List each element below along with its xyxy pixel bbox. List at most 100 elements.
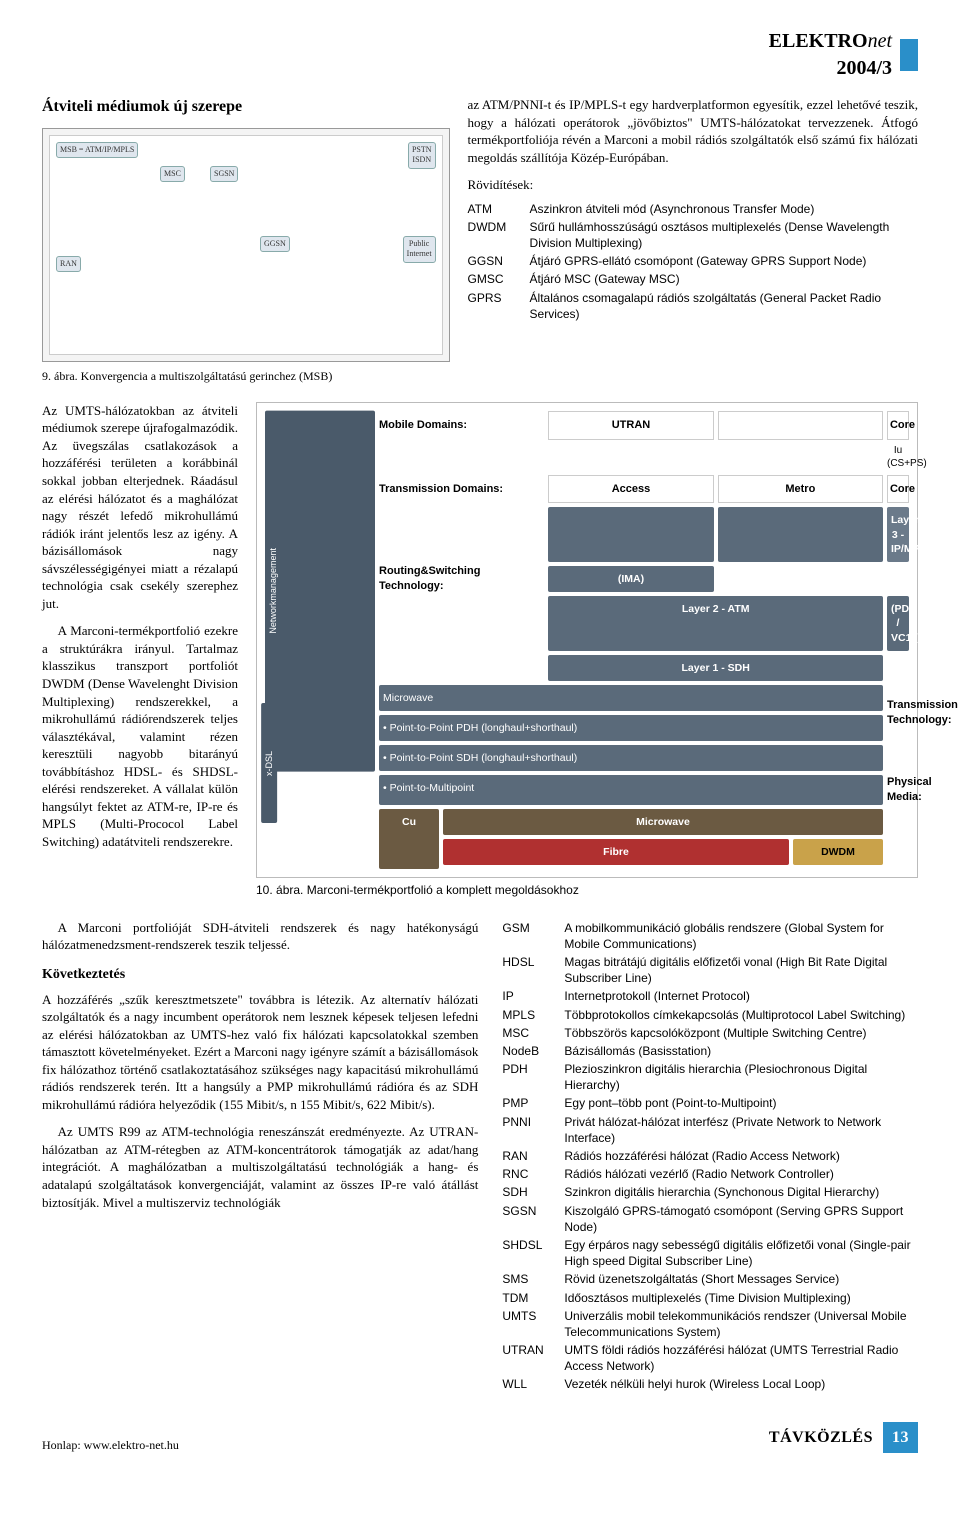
abbrev-key: IP — [502, 987, 564, 1005]
ld-transtech-label: Transmission Technology: — [887, 655, 909, 772]
abbrev-key: UMTS — [502, 1307, 564, 1341]
figure-10-diagram: Mobile Domains: UTRAN Core Networkmanage… — [256, 402, 918, 879]
abbrev-row: PDHPlezioszinkron digitális hierarchia (… — [502, 1060, 918, 1094]
abbrev-key: MPLS — [502, 1006, 564, 1024]
ld-phys-micro: Microwave — [443, 809, 883, 835]
abbrev-val: Univerzális mobil telekommunikációs rend… — [564, 1307, 918, 1341]
abbrev-row: GPRSÁltalános csomagalapú rádiós szolgál… — [468, 289, 918, 323]
abbrev-key: SGSN — [502, 1202, 564, 1236]
abbrev-val: Rádiós hálózati vezérlő (Radio Network C… — [564, 1165, 918, 1183]
abbrev-table-upper: ATMAszinkron átviteli mód (Asynchronous … — [468, 200, 918, 323]
abbrev-key: WLL — [502, 1375, 564, 1393]
abbrev-val: Átjáró GPRS-ellátó csomópont (Gateway GP… — [530, 252, 918, 270]
ld-r02: Layer 3 - IP/MPLS — [887, 507, 909, 562]
abbrev-table-lower: GSMA mobilkommunikáció globális rendszer… — [502, 919, 918, 1394]
abbrev-row: RANRádiós hozzáférési hálózat (Radio Acc… — [502, 1147, 918, 1165]
abbrev-val: Bázisállomás (Basisstation) — [564, 1042, 918, 1060]
footer-category: TÁVKÖZLÉS — [769, 1427, 873, 1449]
left-wide-continuation: A Marconi portfolióját SDH-átviteli rend… — [42, 919, 478, 954]
abbrev-val: Rádiós hozzáférési hálózat (Radio Access… — [564, 1147, 918, 1165]
abbrev-heading: Rövidítések: — [468, 176, 918, 194]
masthead-bar — [900, 39, 918, 71]
ld-tt0: Microwave — [379, 685, 883, 711]
footer-url: Honlap: www.elektro-net.hu — [42, 1437, 179, 1453]
ld-tt2: • Point-to-Point SDH (longhaul+shorthaul… — [379, 745, 883, 771]
abbrev-val: Privát hálózat-hálózat interfész (Privat… — [564, 1113, 918, 1147]
page-footer: Honlap: www.elektro-net.hu TÁVKÖZLÉS 13 — [42, 1422, 918, 1454]
abbrev-val: Kiszolgáló GPRS-támogató csomópont (Serv… — [564, 1202, 918, 1236]
ld-tt3: • Point-to-Multipoint — [379, 775, 883, 805]
abbrev-row: MSCTöbbszörös kapcsolóközpont (Multiple … — [502, 1024, 918, 1042]
abbrev-key: DWDM — [468, 218, 530, 252]
abbrev-val: Szinkron digitális hierarchia (Synchonou… — [564, 1183, 918, 1201]
issue: 2004/3 — [769, 55, 892, 82]
abbrev-key: PMP — [502, 1094, 564, 1112]
abbrev-key: PDH — [502, 1060, 564, 1094]
abbrev-row: SGSNKiszolgáló GPRS-támogató csomópont (… — [502, 1202, 918, 1236]
abbrev-val: Általános csomagalapú rádiós szolgáltatá… — [530, 289, 918, 323]
brand-suffix: net — [868, 30, 892, 52]
abbrev-val: Aszinkron átviteli mód (Asynchronous Tra… — [530, 200, 918, 218]
abbrev-row: DWDMSűrű hullámhosszúságú osztásos multi… — [468, 218, 918, 252]
ld-mobile-iu: Iu (CS+PS) — [887, 444, 909, 471]
ld-r01 — [718, 507, 883, 562]
abbrev-key: ATM — [468, 200, 530, 218]
abbrev-val: Egy érpáros nagy sebességű digitális elő… — [564, 1236, 918, 1270]
abbrev-row: SDHSzinkron digitális hierarchia (Syncho… — [502, 1183, 918, 1201]
p: Az UMTS R99 az ATM-technológia reneszáns… — [42, 1123, 478, 1211]
abbrev-val: A mobilkommunikáció globális rendszere (… — [564, 919, 918, 953]
page-title: Átviteli médiumok új szerepe — [42, 96, 450, 118]
ld-r10: (IMA) — [548, 566, 713, 592]
abbrev-row: GSMA mobilkommunikáció globális rendszer… — [502, 919, 918, 953]
ld-r00 — [548, 507, 713, 562]
abbrev-key: TDM — [502, 1289, 564, 1307]
ld-phys-cu: Cu — [379, 809, 439, 869]
fig9-msc: MSC — [160, 166, 185, 183]
abbrev-key: PNNI — [502, 1113, 564, 1147]
ld-td-access: Access — [548, 475, 713, 504]
ld-xdsl: x-DSL — [261, 703, 277, 823]
abbrev-val: UMTS földi rádiós hozzáférési hálózat (U… — [564, 1341, 918, 1375]
p: A Marconi portfolióját SDH-átviteli rend… — [42, 919, 478, 954]
abbrev-key: SHDSL — [502, 1236, 564, 1270]
abbrev-row: IPInternetprotokoll (Internet Protocol) — [502, 987, 918, 1005]
abbrev-key: RAN — [502, 1147, 564, 1165]
ld-phys-dwdm: DWDM — [793, 839, 883, 865]
ld-routing-label: Routing&Switching Technology: — [379, 507, 544, 650]
left-narrow-text: Az UMTS-hálózatokban az átviteli médiumo… — [42, 402, 238, 851]
abbrev-val: Egy pont–több pont (Point-to-Multipoint) — [564, 1094, 918, 1112]
abbrev-val: Rövid üzenetszolgáltatás (Short Messages… — [564, 1270, 918, 1288]
abbrev-row: HDSLMagas bitrátájú digitális előfizetői… — [502, 953, 918, 987]
footer-page: 13 — [883, 1422, 918, 1454]
ld-r21: Layer 1 - SDH — [548, 655, 883, 681]
abbrev-row: MPLSTöbbprotokollos címkekapcsolás (Mult… — [502, 1006, 918, 1024]
ld-tt1: • Point-to-Point PDH (longhaul+shorthaul… — [379, 715, 883, 741]
abbrev-row: SHDSLEgy érpáros nagy sebességű digitáli… — [502, 1236, 918, 1270]
abbrev-key: GGSN — [468, 252, 530, 270]
ld-mobile-core: Core — [887, 411, 909, 440]
abbrev-row: TDMIdőosztásos multiplexelés (Time Divis… — [502, 1289, 918, 1307]
conclusion-text: A hozzáférés „szűk keresztmetszete" tová… — [42, 991, 478, 1212]
abbrev-row: UMTSUniverzális mobil telekommunikációs … — [502, 1307, 918, 1341]
ld-td-metro: Metro — [718, 475, 883, 504]
abbrev-val: Többprotokollos címkekapcsolás (Multipro… — [564, 1006, 918, 1024]
ld-transdom-label: Transmission Domains: — [379, 475, 544, 504]
abbrev-val: Vezeték nélküli helyi hurok (Wireless Lo… — [564, 1375, 918, 1393]
abbrev-key: UTRAN — [502, 1341, 564, 1375]
brand: ELEKTROnet — [769, 28, 892, 55]
abbrev-val: Internetprotokoll (Internet Protocol) — [564, 987, 918, 1005]
abbrev-key: SDH — [502, 1183, 564, 1201]
abbrev-row: RNCRádiós hálózati vezérlő (Radio Networ… — [502, 1165, 918, 1183]
fig9-pstn: PSTN ISDN — [408, 142, 436, 170]
brand-prefix: ELEKTRO — [769, 30, 868, 52]
abbrev-key: SMS — [502, 1270, 564, 1288]
abbrev-row: PNNIPrivát hálózat-hálózat interfész (Pr… — [502, 1113, 918, 1147]
abbrev-val: Időosztásos multiplexelés (Time Division… — [564, 1289, 918, 1307]
p: A hozzáférés „szűk keresztmetszete" tová… — [42, 991, 478, 1114]
abbrev-row: NodeBBázisállomás (Basisstation) — [502, 1042, 918, 1060]
abbrev-row: PMPEgy pont–több pont (Point-to-Multipoi… — [502, 1094, 918, 1112]
abbrev-row: SMSRövid üzenetszolgáltatás (Short Messa… — [502, 1270, 918, 1288]
abbrev-key: HDSL — [502, 953, 564, 987]
fig9-msb: MSB = ATM/IP/MPLS — [56, 142, 138, 159]
ld-mobile-mid — [718, 411, 883, 440]
